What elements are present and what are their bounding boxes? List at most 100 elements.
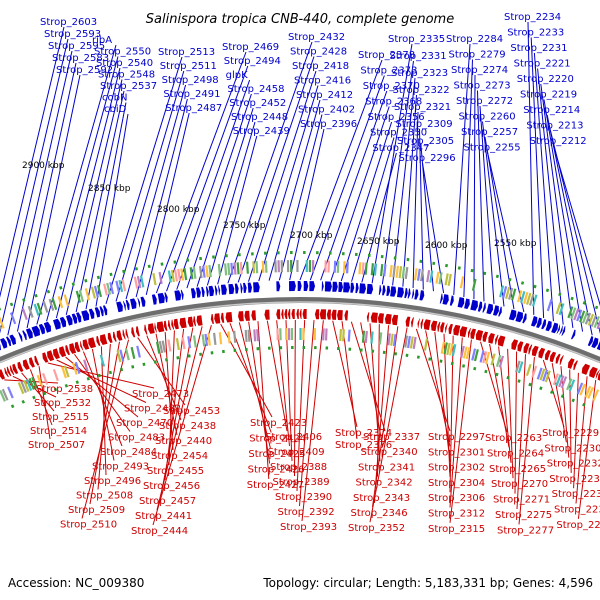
reverse-gene-label: Strop_2229	[542, 428, 599, 439]
reverse-gene-label: Strop_2297	[428, 432, 485, 443]
tick-mark	[71, 282, 75, 286]
forward-gene-label: Strop_2458	[227, 84, 284, 95]
cog-stripe	[33, 303, 40, 316]
leader-line	[487, 152, 525, 313]
leader-line	[82, 351, 123, 447]
gene-arrow	[69, 343, 77, 354]
leader-line	[320, 90, 388, 281]
forward-gene-label: Strop_2322	[393, 85, 450, 96]
cog-stripe	[364, 262, 368, 275]
cog-stripe	[471, 348, 477, 361]
tick-mark	[483, 271, 487, 276]
cog-stripe	[560, 376, 568, 389]
tick-mark	[495, 372, 499, 377]
gene-arrow	[386, 285, 391, 296]
forward-gene-label: Strop_2260	[459, 112, 516, 123]
cog-stripe	[174, 269, 179, 282]
gene-arrow	[201, 286, 205, 297]
gene-arrow	[567, 358, 575, 369]
gene-arrow	[137, 297, 141, 308]
forward-gene-label: Strop_2356	[368, 112, 425, 123]
reverse-gene-label: Strop_2277	[497, 525, 554, 536]
forward-gene-label: Strop_2296	[399, 153, 456, 164]
gene-arrow	[88, 308, 95, 320]
cog-stripe	[511, 288, 517, 301]
gene-arrow	[545, 320, 552, 332]
leader-line	[369, 327, 408, 523]
cog-stripe	[51, 297, 58, 310]
tick-mark	[21, 399, 25, 404]
cog-stripe	[395, 265, 400, 278]
leader-line	[299, 59, 383, 281]
gene-arrow	[405, 316, 411, 327]
gene-arrow	[173, 318, 179, 330]
cog-stripe	[587, 313, 595, 326]
cog-stripe	[28, 377, 35, 390]
tick-mark	[109, 272, 113, 277]
gene-arrow	[107, 332, 113, 343]
gene-arrow	[331, 309, 337, 320]
gene-arrow	[591, 337, 599, 349]
forward-gene-label: Strop_2214	[523, 105, 580, 116]
gene-arrow	[276, 309, 281, 320]
cog-stripe	[233, 262, 237, 275]
gene-arrow	[99, 306, 104, 317]
cog-stripe	[361, 262, 365, 275]
gene-arrow	[595, 369, 600, 379]
reverse-gene-label: Strop_2441	[135, 511, 192, 522]
cog-stripe	[152, 273, 157, 286]
reverse-gene-label: Strop_2342	[356, 478, 413, 489]
gene-arrow	[187, 316, 194, 327]
forward-gene-label: Strop_2432	[288, 32, 345, 43]
cog-stripe	[167, 270, 172, 283]
gene-arrow	[445, 323, 448, 334]
leader-line	[482, 121, 505, 307]
gene-arrow	[289, 281, 296, 292]
leader-line	[514, 351, 518, 494]
cog-stripe	[52, 369, 59, 382]
cog-stripe	[63, 365, 70, 378]
leader-line	[166, 65, 249, 292]
forward-gene-label: Strop_2272	[456, 96, 513, 107]
cog-stripe	[23, 380, 30, 392]
reverse-gene-label: Strop_2444	[131, 526, 188, 537]
cog-stripe	[539, 368, 546, 381]
leader-line	[268, 99, 321, 281]
reverse-gene-label: Strop_2389	[273, 477, 330, 488]
leader-line	[477, 90, 485, 302]
leader-line	[371, 43, 413, 284]
leader-line	[146, 335, 182, 421]
cog-stripe	[1, 388, 9, 401]
cog-stripe	[379, 264, 384, 277]
cog-stripe	[555, 374, 562, 387]
tick-mark	[528, 382, 532, 387]
tick-label: 2650 kbp	[357, 237, 400, 247]
tick-mark	[34, 293, 38, 298]
cog-stripe	[570, 307, 577, 320]
cog-stripe	[189, 267, 194, 280]
reverse-gene-label: Strop_2510	[60, 520, 117, 531]
cog-stripe	[587, 386, 594, 399]
gene-arrow	[100, 334, 108, 345]
tick-mark	[539, 386, 543, 391]
cog-stripe	[106, 282, 112, 295]
gene-arrow	[517, 341, 524, 352]
forward-strand-genes	[0, 281, 600, 351]
cog-stripe	[525, 292, 532, 305]
gene-arrow	[302, 309, 307, 319]
gene-arrow	[457, 297, 465, 308]
tick-mark	[470, 268, 474, 273]
cog-stripe	[99, 354, 106, 367]
gene-arrow	[122, 329, 126, 340]
gene-arrow	[528, 344, 533, 355]
leader-line	[449, 339, 472, 523]
cog-stripe	[412, 336, 417, 349]
cog-stripe	[459, 276, 465, 289]
leader-line	[443, 333, 451, 477]
gene-arrow	[76, 312, 82, 323]
leader-line	[285, 320, 293, 462]
cog-stripe	[552, 373, 559, 386]
leader-line	[360, 322, 383, 447]
gene-arrow	[561, 326, 566, 336]
leader-line	[135, 98, 188, 298]
